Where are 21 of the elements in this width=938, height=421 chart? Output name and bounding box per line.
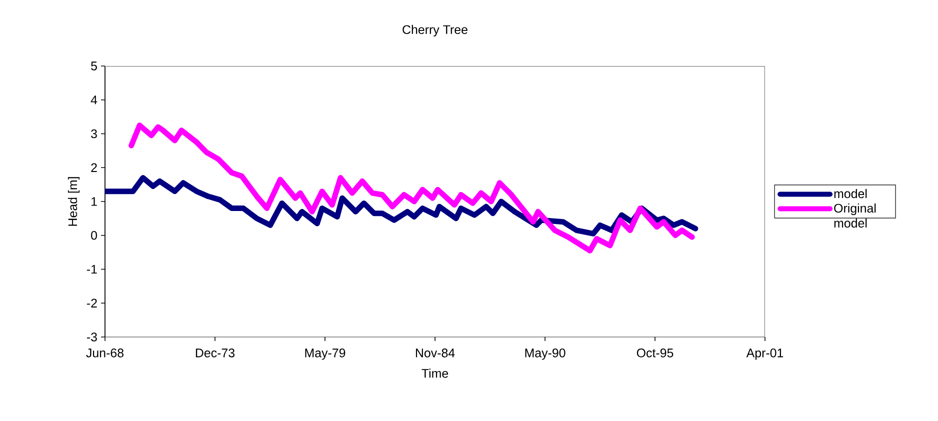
chart-title: Cherry Tree [402, 24, 468, 36]
y-tick-label: -3 [86, 332, 97, 342]
x-tick-label: Nov-84 [416, 348, 455, 358]
x-tick-label: May-79 [305, 348, 346, 360]
y-tick-label: 5 [91, 62, 97, 70]
legend-label: model [834, 188, 867, 198]
y-tick-label: 4 [90, 96, 98, 104]
x-tick-label: May-90 [525, 348, 566, 360]
x-tick-label: Dec-73 [196, 348, 235, 358]
y-tick-label: -1 [86, 264, 97, 274]
y-axis-title: Head [m] [68, 177, 80, 226]
x-tick-label: Jun-68 [86, 348, 124, 358]
y-tick-label: -2 [86, 298, 97, 308]
legend-label: Original model [834, 203, 876, 228]
y-tick-label: 0 [91, 230, 97, 240]
y-tick-label: 3 [91, 129, 97, 138]
x-tick-label: Oct-95 [636, 348, 674, 358]
y-tick-label: 2 [91, 163, 97, 172]
x-axis-title: Time [422, 368, 448, 378]
x-tick-label: Apr-01 [746, 348, 784, 360]
y-tick-label: 1 [92, 197, 97, 206]
